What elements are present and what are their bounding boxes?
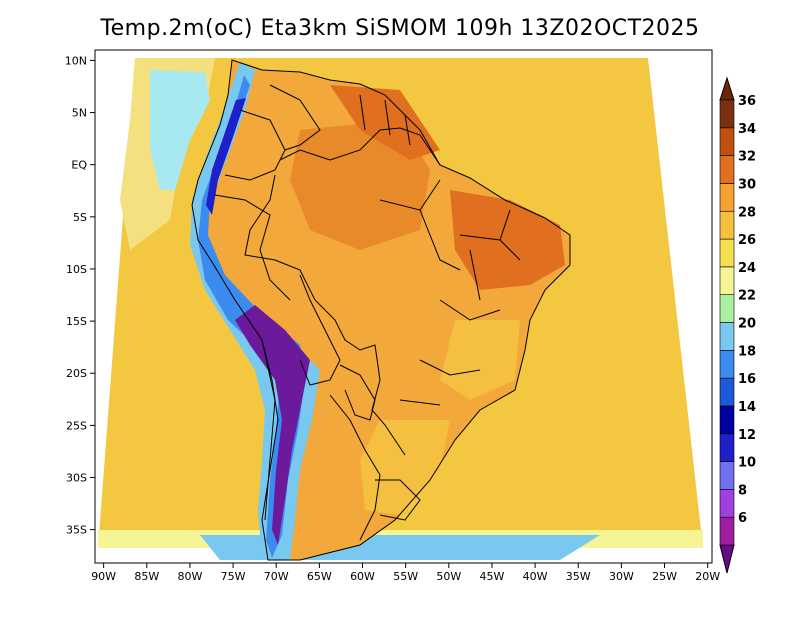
colorbar-min-arrow — [719, 544, 735, 574]
lon-tick-label: 50W — [436, 570, 461, 583]
colorbar-swatch — [719, 433, 735, 462]
colorbar-label: 36 — [738, 94, 756, 109]
latitude-axis: 10N 5N EQ 5S 10S 15S 20S 25S 30S 35S — [65, 54, 95, 537]
colorbar-swatch — [719, 405, 735, 435]
andes-cold-core — [235, 305, 310, 545]
colorbar-swatch — [719, 155, 735, 184]
lat-tick-label: 5N — [72, 107, 87, 120]
amazon-warm-zone — [290, 120, 430, 250]
colorbar-swatch — [719, 489, 735, 518]
argentina-border — [329, 394, 381, 541]
colorbar-label: 24 — [738, 261, 756, 276]
guiana-hot-zone — [330, 85, 440, 160]
colorbar-label: 6 — [738, 511, 747, 526]
colorbar-label: 28 — [738, 205, 756, 220]
colorbar-swatch — [719, 294, 735, 323]
southeast-mild-zone — [360, 420, 450, 515]
colorbar-swatch — [719, 183, 735, 212]
lat-tick-label: 10N — [65, 54, 87, 67]
colorbar-swatch — [719, 461, 735, 490]
colorbar-swatch — [719, 266, 735, 295]
lon-tick-label: 55W — [393, 570, 418, 583]
paraguay-border — [339, 364, 376, 421]
lon-tick-label: 90W — [91, 570, 116, 583]
longitude-axis: 90W 85W 80W 75W 70W 65W 60W 55W 50W 45W 40W 35W 30W 2… — [91, 563, 720, 583]
southern-cool-band — [200, 535, 600, 560]
lat-tick-label: 30S — [66, 472, 87, 485]
colorbar: 36 34 32 30 28 26 24 22 20 18 16 14 12 10 8 6 — [719, 76, 756, 574]
andes-north-core — [206, 98, 246, 215]
colorbar-label: 22 — [738, 289, 756, 304]
lon-tick-label: 60W — [350, 570, 375, 583]
colorbar-label: 18 — [738, 344, 756, 359]
lat-tick-label: 20S — [66, 367, 87, 380]
colorbar-swatch — [719, 350, 735, 379]
colorbar-label: 16 — [738, 372, 756, 387]
lon-tick-label: 40W — [523, 570, 548, 583]
colorbar-swatch — [719, 210, 735, 240]
highlands-mild-zone — [440, 320, 520, 400]
peru-border — [214, 194, 291, 301]
lon-tick-label: 70W — [264, 570, 289, 583]
lon-tick-label: 45W — [480, 570, 505, 583]
brazil-border — [244, 127, 441, 456]
colorbar-swatch — [719, 516, 735, 546]
guianas-border — [359, 94, 411, 146]
lon-tick-label: 85W — [134, 570, 159, 583]
colorbar-max-arrow — [719, 76, 735, 101]
colorbar-label: 30 — [738, 177, 756, 192]
colorbar-swatch — [719, 99, 735, 129]
colorbar-label: 14 — [738, 400, 756, 415]
lon-tick-label: 20W — [695, 570, 720, 583]
map-title: Temp.2m(oC) Eta3km SiSMOM 109h 13Z02OCT2… — [100, 16, 700, 41]
lat-tick-label: 25S — [66, 419, 87, 432]
lat-tick-label: 10S — [66, 263, 87, 276]
colorbar-label: 12 — [738, 428, 756, 443]
continent-outline — [191, 59, 571, 561]
colorbar-label: 34 — [738, 122, 756, 137]
lon-tick-label: 25W — [652, 570, 677, 583]
northeast-hot-zone — [450, 190, 565, 290]
colorbar-swatch — [719, 238, 735, 268]
lon-tick-label: 75W — [221, 570, 246, 583]
colorbar-swatch — [719, 377, 735, 407]
colorbar-label: 20 — [738, 317, 756, 332]
colorbar-label: 26 — [738, 233, 756, 248]
lon-tick-label: 30W — [609, 570, 634, 583]
lon-tick-label: 80W — [177, 570, 202, 583]
colombia-border — [224, 109, 286, 181]
colorbar-swatch — [719, 322, 735, 351]
lon-tick-label: 35W — [566, 570, 591, 583]
lat-tick-label: 35S — [66, 524, 87, 537]
pacific-coast-cool — [150, 70, 210, 190]
venezuela-border — [269, 84, 321, 151]
lat-tick-label: 5S — [73, 211, 87, 224]
bolivia-border — [299, 274, 341, 386]
temperature-field — [98, 58, 703, 561]
country-borders — [191, 59, 571, 561]
brazil-states — [379, 179, 521, 406]
chile-coast-border — [261, 339, 276, 521]
colorbar-swatch — [719, 127, 735, 156]
lon-tick-label: 65W — [307, 570, 332, 583]
colorbar-label: 32 — [738, 150, 756, 165]
lat-tick-label: EQ — [71, 159, 87, 172]
lat-tick-label: 15S — [66, 315, 87, 328]
uruguay-border — [375, 479, 421, 521]
colorbar-label: 10 — [738, 456, 756, 471]
map-frame — [94, 49, 713, 564]
colorbar-label: 8 — [738, 483, 747, 498]
